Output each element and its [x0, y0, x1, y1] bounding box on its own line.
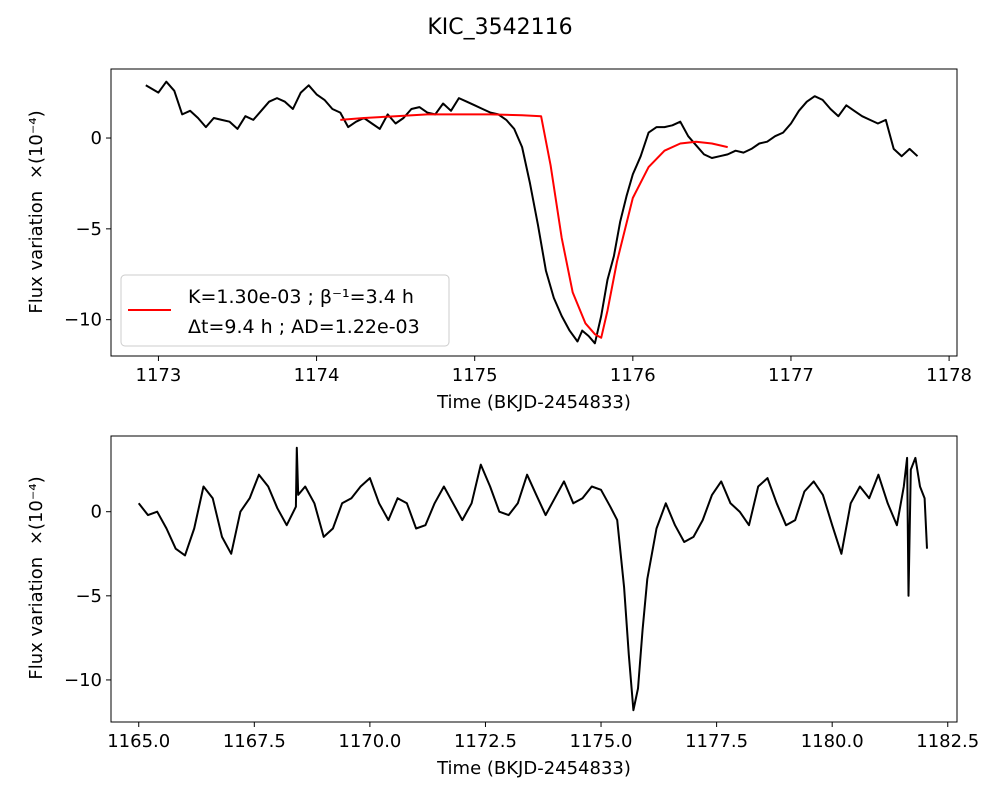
bottom-series	[137, 446, 928, 712]
bottom-y-tick-label: −5	[75, 586, 102, 607]
top-y-tick-label: −10	[64, 310, 102, 331]
bottom-x-axis-label: Time (BKJD-2454833)	[436, 758, 631, 779]
top-y-axis-label-unit: ×(10⁻⁴)	[26, 110, 47, 179]
bottom-y-tick-label: 0	[91, 502, 102, 523]
bottom-series-line-1	[137, 446, 928, 712]
bottom-x-tick-label: 1182.5	[916, 731, 979, 752]
bottom-x-tick-label: 1167.5	[223, 731, 286, 752]
top-panel: 1173 1174 1175 1176 1177 1178 0 −5 −10 Time (BK…	[26, 68, 972, 413]
top-y-tick-label: −5	[75, 219, 102, 240]
top-y-tick-label: 0	[91, 128, 102, 149]
bottom-x-tick-label: 1165.0	[107, 731, 170, 752]
legend: K=1.30e-03 ; β⁻¹=3.4 h Δt=9.4 h ; AD=1.2…	[120, 274, 450, 347]
bottom-y-tick-label: −10	[64, 670, 102, 691]
bottom-axes-frame	[110, 435, 958, 723]
bottom-x-tick-label: 1170.0	[338, 731, 401, 752]
bottom-y-axis-label: Flux variation ×(10⁻⁴)	[26, 476, 47, 679]
bottom-panel: 1165.0 1167.5 1170.0 1172.5 1175.0 1177.5 1180…	[26, 435, 979, 779]
legend-label-line1: K=1.30e-03 ; β⁻¹=3.4 h	[188, 286, 414, 308]
top-series	[145, 80, 919, 345]
bottom-x-tick-label: 1172.5	[454, 731, 517, 752]
bottom-x-tick-label: 1180.0	[801, 731, 864, 752]
bottom-x-tick-label: 1175.0	[570, 731, 633, 752]
top-y-axis-label-name: Flux variation	[26, 191, 47, 314]
bottom-x-tick-label: 1177.5	[685, 731, 748, 752]
top-x-tick-label: 1175	[452, 365, 498, 386]
top-x-axis-label: Time (BKJD-2454833)	[436, 392, 631, 413]
top-series-line-2	[340, 113, 728, 339]
top-series-line-1	[145, 80, 919, 345]
top-x-tick-label: 1173	[136, 365, 182, 386]
top-axes-frame	[110, 68, 958, 357]
top-y-ticks: 0 −5 −10	[64, 128, 111, 331]
bottom-y-ticks: 0 −5 −10	[64, 502, 111, 691]
legend-label-line2: Δt=9.4 h ; AD=1.22e-03	[188, 316, 420, 338]
top-x-tick-label: 1174	[294, 365, 340, 386]
top-x-tick-label: 1178	[926, 365, 972, 386]
top-x-tick-label: 1177	[768, 365, 814, 386]
top-x-ticks: 1173 1174 1175 1176 1177 1178	[136, 356, 972, 386]
bottom-y-axis-label-unit: ×(10⁻⁴)	[26, 476, 47, 545]
chart-title: KIC_3542116	[427, 15, 572, 40]
top-x-tick-label: 1176	[610, 365, 656, 386]
top-y-axis-label: Flux variation ×(10⁻⁴)	[26, 110, 47, 313]
legend-box	[120, 274, 450, 347]
bottom-y-axis-label-name: Flux variation	[26, 557, 47, 680]
bottom-x-ticks: 1165.0 1167.5 1170.0 1172.5 1175.0 1177.5 1180…	[107, 722, 979, 752]
